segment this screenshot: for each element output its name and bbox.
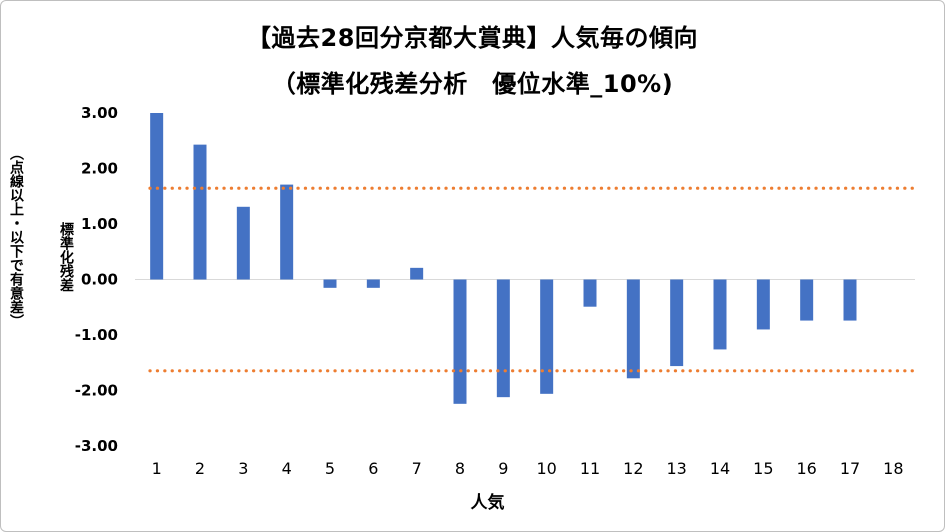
- x-tick-label: 4: [282, 459, 292, 478]
- bar: [756, 279, 770, 330]
- x-tick-label: 7: [412, 459, 422, 478]
- x-tick-label: 16: [796, 459, 816, 478]
- y-axis-label: 標準化残差: [58, 222, 74, 292]
- x-tick-label: 1: [152, 459, 162, 478]
- x-tick-label: 10: [536, 459, 556, 478]
- y-tick-label: -1.00: [75, 326, 118, 344]
- x-tick-label: 14: [710, 459, 730, 478]
- x-tick-label: 3: [238, 459, 248, 478]
- bar: [670, 279, 684, 367]
- bar: [366, 279, 380, 288]
- bar: [280, 184, 294, 280]
- x-tick-label: 17: [840, 459, 860, 478]
- bar: [410, 267, 424, 280]
- bar: [626, 279, 640, 379]
- bar: [843, 279, 857, 321]
- y-tick-label: -2.00: [75, 382, 118, 400]
- x-tick-label: 9: [498, 459, 508, 478]
- y-tick-label: 0.00: [81, 271, 118, 289]
- y-tick-label: 1.00: [81, 215, 118, 233]
- bar: [193, 144, 207, 280]
- x-tick-label: 8: [455, 459, 465, 478]
- y-axis-note: （点線以上・以下で有意差）: [8, 146, 24, 328]
- x-tick-label: 18: [883, 459, 903, 478]
- y-tick-label: 2.00: [81, 160, 118, 178]
- x-tick-label: 12: [623, 459, 643, 478]
- bar: [540, 279, 554, 394]
- bar: [800, 279, 814, 321]
- x-tick-label: 2: [195, 459, 205, 478]
- bar: [150, 113, 164, 280]
- x-tick-label: 6: [368, 459, 378, 478]
- bar: [323, 279, 337, 288]
- x-axis-label: 人気: [470, 493, 505, 513]
- x-tick-label: 11: [580, 459, 600, 478]
- chart-subtitle: （標準化残差分析 優位水準_10%): [271, 70, 674, 98]
- bar: [583, 279, 597, 307]
- x-tick-label: 5: [325, 459, 335, 478]
- bar: [496, 279, 510, 398]
- y-tick-label: 3.00: [81, 104, 118, 122]
- bar: [713, 279, 727, 350]
- x-tick-label: 13: [666, 459, 686, 478]
- x-tick-label: 15: [753, 459, 773, 478]
- bar: [236, 206, 250, 280]
- bar: [453, 279, 467, 404]
- y-tick-label: -3.00: [75, 437, 118, 455]
- chart-title: 【過去28回分京都大賞典】人気毎の傾向: [247, 24, 698, 52]
